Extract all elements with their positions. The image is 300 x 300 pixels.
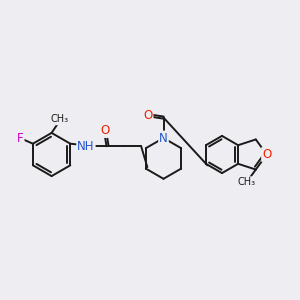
Text: F: F	[17, 132, 24, 145]
Text: O: O	[262, 148, 272, 161]
Text: N: N	[159, 131, 168, 145]
Text: O: O	[100, 124, 110, 137]
Text: O: O	[143, 109, 152, 122]
Text: NH: NH	[77, 140, 95, 153]
Text: CH₃: CH₃	[238, 177, 256, 187]
Text: CH₃: CH₃	[50, 114, 68, 124]
